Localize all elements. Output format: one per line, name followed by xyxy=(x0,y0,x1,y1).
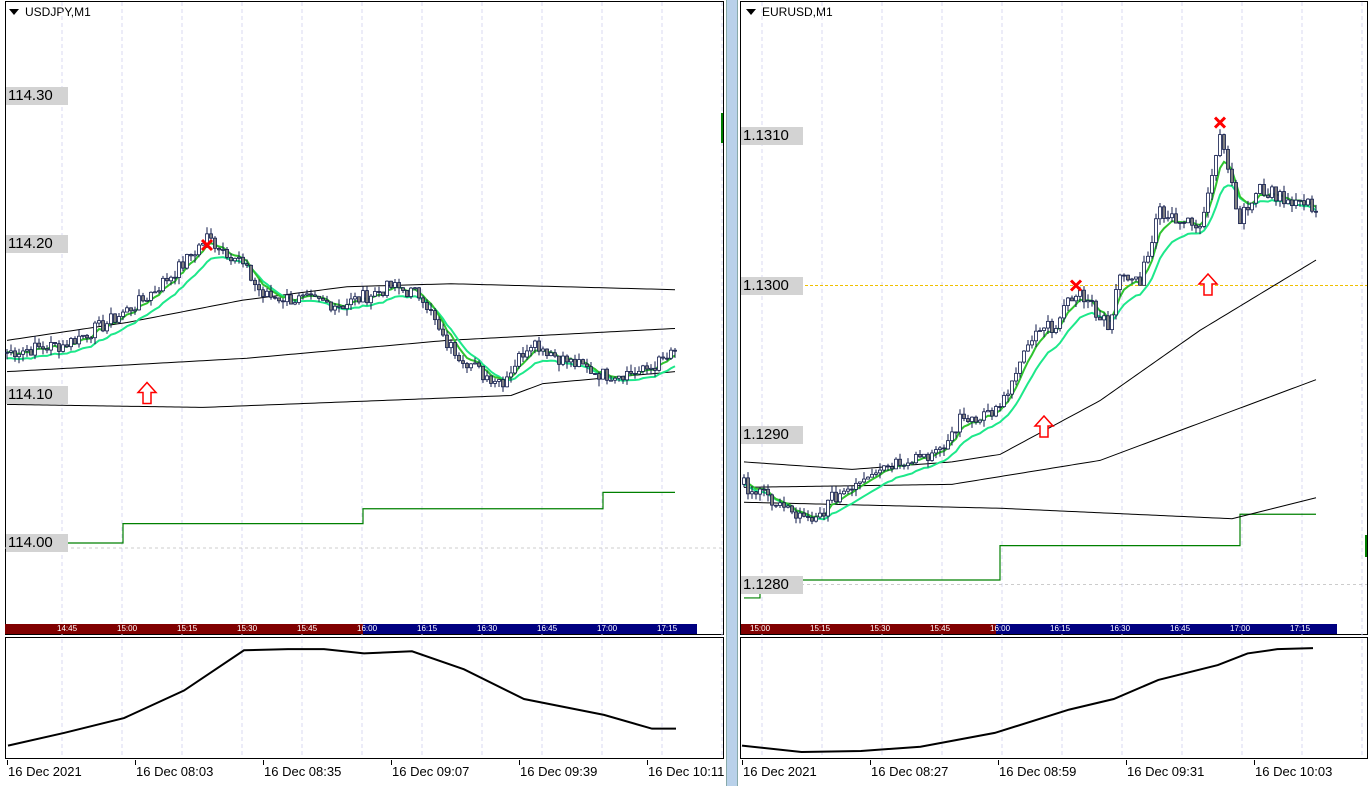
dropdown-triangle-icon[interactable] xyxy=(9,9,19,15)
time-axis-label: 16 Dec 08:03 xyxy=(136,764,214,779)
usdjpy-chart-title[interactable]: USDJPY,M1 xyxy=(9,5,91,19)
time-bar-label: 15:15 xyxy=(810,624,831,633)
eurusd-time-axis: 16 Dec 2021 16 Dec 08:27 16 Dec 08:59 16 De… xyxy=(740,760,1368,784)
eurusd-price-label: 1.1300 xyxy=(741,277,803,295)
axis-tick xyxy=(263,760,264,765)
usdjpy-session-time-bar: 14:45 15:00 15:15 15:30 15:45 16:00 16:15 16:30… xyxy=(5,624,697,634)
eurusd-chart-window[interactable] xyxy=(740,1,1368,635)
time-axis-label: 16 Dec 09:07 xyxy=(392,764,470,779)
time-axis-label: 16 Dec 10:11 xyxy=(648,764,725,779)
axis-tick xyxy=(1126,760,1127,765)
time-axis-label: 16 Dec 09:31 xyxy=(1127,764,1205,779)
time-bar-label: 15:45 xyxy=(930,624,951,633)
time-axis-label: 16 Dec 08:35 xyxy=(264,764,342,779)
usdjpy-time-axis: 16 Dec 2021 16 Dec 08:03 16 Dec 08:35 16 De… xyxy=(5,760,725,784)
chart-symbol-label: USDJPY,M1 xyxy=(25,5,91,19)
time-axis-label: 16 Dec 2021 xyxy=(8,764,82,779)
time-bar-label: 16:45 xyxy=(537,624,558,633)
time-bar-label: 17:00 xyxy=(597,624,618,633)
axis-tick xyxy=(998,760,999,765)
eurusd-price-label: 1.1280 xyxy=(741,576,803,594)
window-splitter[interactable] xyxy=(726,0,738,786)
time-bar-label: 16:00 xyxy=(990,624,1011,633)
eurusd-price-label: 1.1290 xyxy=(741,426,803,444)
usdjpy-chart-window[interactable] xyxy=(5,1,724,635)
chart-symbol-label: EURUSD,M1 xyxy=(762,5,833,19)
time-bar-label: 16:15 xyxy=(417,624,438,633)
time-bar-label: 16:15 xyxy=(1050,624,1071,633)
time-bar-label: 15:00 xyxy=(117,624,138,633)
time-axis-label: 16 Dec 09:39 xyxy=(520,764,598,779)
axis-tick xyxy=(519,760,520,765)
usdjpy-price-label: 114.30 xyxy=(6,87,68,105)
time-axis-label: 16 Dec 10:03 xyxy=(1255,764,1333,779)
axis-tick xyxy=(391,760,392,765)
time-axis-label: 16 Dec 08:59 xyxy=(999,764,1077,779)
eurusd-chart-title[interactable]: EURUSD,M1 xyxy=(746,5,833,19)
eurusd-indicator-subwindow[interactable] xyxy=(740,637,1368,759)
eurusd-session-time-bar: 15:00 15:15 15:30 15:45 16:00 16:15 16:30 16:45… xyxy=(741,624,1337,634)
time-bar-label: 17:00 xyxy=(1230,624,1251,633)
eurusd-price-label: 1.1310 xyxy=(741,127,803,145)
time-bar-label: 15:15 xyxy=(177,624,198,633)
time-bar-label: 15:45 xyxy=(297,624,318,633)
axis-tick xyxy=(135,760,136,765)
time-bar-label: 15:00 xyxy=(750,624,771,633)
time-bar-label: 17:15 xyxy=(657,624,678,633)
time-bar-label: 15:30 xyxy=(870,624,891,633)
time-axis-label: 16 Dec 08:27 xyxy=(871,764,949,779)
time-bar-label: 16:00 xyxy=(357,624,378,633)
axis-tick xyxy=(870,760,871,765)
usdjpy-price-label: 114.20 xyxy=(6,235,68,253)
axis-tick xyxy=(1254,760,1255,765)
usdjpy-price-label: 114.00 xyxy=(6,534,68,552)
time-bar-label: 16:30 xyxy=(477,624,498,633)
axis-tick xyxy=(7,760,8,765)
time-bar-label: 15:30 xyxy=(237,624,258,633)
time-bar-label: 16:30 xyxy=(1110,624,1131,633)
axis-tick xyxy=(647,760,648,765)
axis-tick xyxy=(742,760,743,765)
time-bar-label: 17:15 xyxy=(1290,624,1311,633)
usdjpy-price-label: 114.10 xyxy=(6,386,68,404)
usdjpy-indicator-subwindow[interactable] xyxy=(5,637,724,759)
time-axis-label: 16 Dec 2021 xyxy=(743,764,817,779)
time-bar-label: 16:45 xyxy=(1170,624,1191,633)
dropdown-triangle-icon[interactable] xyxy=(746,9,756,15)
time-bar-label: 14:45 xyxy=(57,624,78,633)
